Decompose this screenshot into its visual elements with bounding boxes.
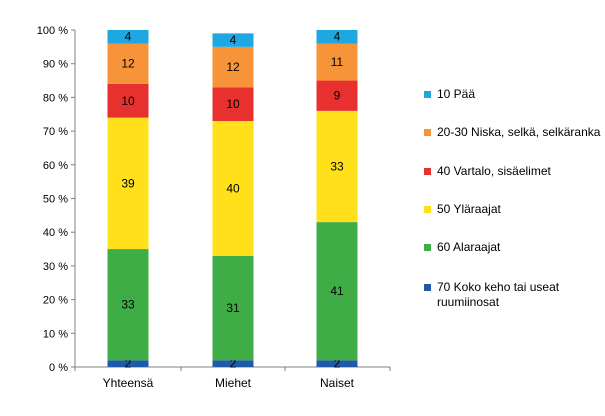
legend-item: 20-30 Niska, selkä, selkäranka <box>424 125 602 140</box>
legend-swatch <box>424 206 431 213</box>
data-label: 12 <box>121 57 135 71</box>
legend-label: 60 Alaraajat <box>437 240 501 254</box>
legend: 10 Pää 20-30 Niska, selkä, selkäranka 40 V… <box>424 0 604 416</box>
bar-segment <box>316 80 358 111</box>
bar-segment <box>212 33 254 47</box>
bar-segment <box>107 117 149 250</box>
y-tick-label: 10 % <box>43 328 68 340</box>
y-tick-label: 70 % <box>43 126 68 138</box>
y-tick-label: 100 % <box>37 25 68 37</box>
data-label: 39 <box>121 176 135 190</box>
data-label: 41 <box>330 284 344 298</box>
legend-label: 20-30 Niska, selkä, selkäranka <box>437 125 601 139</box>
data-label: 2 <box>334 357 341 371</box>
legend-item: 70 Koko keho tai useat ruumiinosat <box>424 280 602 310</box>
y-tick-label: 40 % <box>43 227 68 239</box>
data-label: 4 <box>230 33 237 47</box>
bar-segment <box>212 360 254 367</box>
data-label: 12 <box>226 60 240 74</box>
data-label: 33 <box>121 298 135 312</box>
legend-item: 40 Vartalo, sisäelimet <box>424 164 602 179</box>
data-label: 4 <box>334 30 341 44</box>
bar-segment <box>212 120 254 256</box>
legend-item: 10 Pää <box>424 87 602 102</box>
legend-swatch <box>424 284 431 291</box>
bar-segment <box>212 46 254 88</box>
bar-segment <box>212 255 254 361</box>
y-tick-label: 30 % <box>43 261 68 273</box>
legend-label: 50 Yläraajat <box>437 202 501 216</box>
data-label: 2 <box>230 357 237 371</box>
bar-segment <box>107 360 149 367</box>
bar-segment <box>107 83 149 118</box>
y-tick-label: 90 % <box>43 59 68 71</box>
legend-swatch <box>424 91 431 98</box>
bar-segment <box>107 249 149 361</box>
legend-label: 70 Koko keho tai useat ruumiinosat <box>437 280 560 309</box>
bar-segment <box>212 87 254 121</box>
x-category-label: Naiset <box>320 376 355 390</box>
stacked-bar-chart: 0 % 10 % 20 % 30 % 40 % 50 % 60 % 70 % 80 % 90 % 1… <box>37 25 391 390</box>
data-label: 2 <box>125 357 132 371</box>
data-label: 10 <box>121 94 135 108</box>
bar-segment <box>316 360 358 367</box>
data-label: 31 <box>226 301 240 315</box>
bar-segment <box>316 43 358 81</box>
legend-swatch <box>424 129 431 136</box>
legend-item: 60 Alaraajat <box>424 240 602 255</box>
plot-area: 0 % 10 % 20 % 30 % 40 % 50 % 60 % 70 % 80 % 90 % 1… <box>37 25 391 390</box>
bar-segment <box>107 30 149 44</box>
legend-item: 50 Yläraajat <box>424 202 602 217</box>
data-label: 40 <box>226 181 240 195</box>
y-tick-label: 20 % <box>43 295 68 307</box>
y-tick-label: 0 % <box>49 362 68 374</box>
legend-swatch <box>424 244 431 251</box>
y-tick-label: 50 % <box>43 194 68 206</box>
y-tick-label: 80 % <box>43 92 68 104</box>
legend-label: 10 Pää <box>437 87 476 101</box>
legend-swatch <box>424 168 431 175</box>
data-label: 9 <box>334 89 341 103</box>
x-category-label: Yhteensä <box>103 376 154 390</box>
y-tick-label: 60 % <box>43 160 68 172</box>
bar-segment <box>316 30 358 44</box>
x-category-label: Miehet <box>215 376 252 390</box>
bar-segment <box>107 43 149 84</box>
data-label: 11 <box>331 55 344 69</box>
bar-segment <box>316 222 358 361</box>
legend-label: 40 Vartalo, sisäelimet <box>437 164 551 178</box>
data-label: 10 <box>226 97 240 111</box>
data-label: 4 <box>125 30 132 44</box>
bar-segment <box>316 110 358 223</box>
data-label: 33 <box>330 159 344 173</box>
